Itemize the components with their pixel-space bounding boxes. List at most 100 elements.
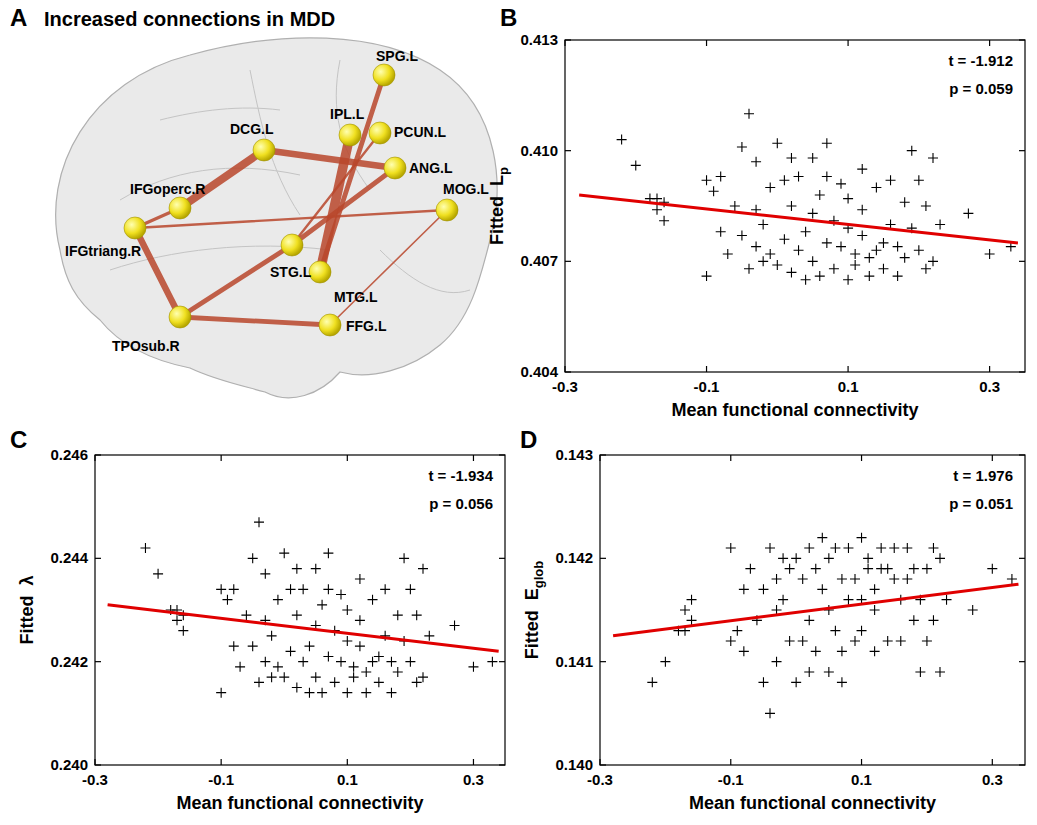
scatter-point [889,543,899,553]
y-tick-right [499,454,505,455]
x-tick [847,366,848,372]
y-tick [95,558,101,559]
scatter-point [811,564,821,574]
y-tick [600,558,606,559]
scatter-point [863,553,873,563]
scatter-point [794,171,804,181]
x-tick-top [989,40,990,46]
scatter-point [902,574,912,584]
x-tick-label: 0.3 [982,771,1003,788]
scatter-point [870,605,880,615]
scatter-point [791,553,801,563]
x-tick-label: -0.1 [694,378,720,395]
scatter-point [336,657,346,667]
y-tick-label: 0.142 [555,549,593,566]
scatter-point [286,584,296,594]
scatter-point [355,641,365,651]
scatter-point [758,584,768,594]
edge [292,168,395,245]
scatter-point [617,135,627,145]
scatter-point [900,253,910,263]
scatter-point [772,260,782,270]
scatter-point [716,171,726,181]
node-label: MTG.L [334,289,378,305]
edge [264,150,395,168]
scatter-point [928,615,938,625]
scatter-point [374,677,384,687]
x-tick [564,366,565,372]
scatter-point [829,264,839,274]
x-tick-label: 0.3 [463,771,484,788]
scatter-point [304,688,314,698]
scatter-point [216,688,226,698]
scatter-point [172,615,182,625]
scatter-point [857,205,867,215]
panel-a: AIncreased connections in MDDSPG.LIPL.LP… [10,4,497,398]
y-tick-label: 0.140 [555,756,593,773]
y-title-word: Fitted [522,610,542,659]
x-axis-title: Mean functional connectivity [176,793,423,813]
scatter-point [260,657,270,667]
scatter-point [450,621,460,631]
scatter-point [709,186,719,196]
y-tick-right [1019,764,1025,765]
scatter-point [935,667,945,677]
scatter-point [292,610,302,620]
scatter-point [418,564,428,574]
y-tick-label: 0.404 [520,363,558,380]
scatter-point [794,245,804,255]
y-tick-label: 0.413 [520,31,558,48]
node [309,261,331,283]
scatter-point [779,234,789,244]
scatter-point [737,142,747,152]
scatter-point [857,231,867,241]
scatter-point [772,574,782,584]
x-tick-top [706,40,707,46]
x-tick-label: -0.1 [718,771,744,788]
scatter-point [871,183,881,193]
scatter-point [804,615,814,625]
figure: AIncreased connections in MDDSPG.LIPL.LP… [0,0,1037,825]
annotation: p = 0.051 [949,495,1013,512]
scatter-point [893,242,903,252]
scatter-point [468,662,478,672]
scatter-point [836,179,846,189]
scatter-point [893,271,903,281]
node-label: MOG.L [443,181,489,197]
scatter-point [652,205,662,215]
node-label: FFG.L [346,318,387,334]
scatter-point [386,688,396,698]
scatter-point [889,574,899,584]
scatter-point [687,615,697,625]
y-tick [95,764,101,765]
scatter-point [751,157,761,167]
annotation: t = 1.976 [953,467,1013,484]
scatter-point [355,574,365,584]
scatter-point [279,672,289,682]
scatter-point [883,564,893,574]
scatter-point [909,564,919,574]
scatter-point [744,264,754,274]
scatter-point [914,245,924,255]
x-tick-label: 0.3 [979,378,1000,395]
scatter-point [260,569,270,579]
y-tick-right [499,558,505,559]
scatter-point [902,543,912,553]
y-tick-right [1019,558,1025,559]
y-tick-label: 0.240 [50,756,88,773]
scatter-point [311,672,321,682]
scatter-point [804,667,814,677]
scatter-point [864,271,874,281]
annotation: p = 0.056 [429,495,493,512]
node-label: SPG.L [376,48,418,64]
x-tick-top [599,455,600,461]
scatter-point [393,667,403,677]
plot-frame [95,455,505,765]
node [369,122,391,144]
scatter-point [886,175,896,185]
y-title-symbol: L [487,175,507,186]
panel-b: B-0.3-0.10.10.30.4040.4070.4100.413Mean … [487,4,1025,420]
panel-c: C-0.3-0.10.10.30.2400.2420.2440.246Mean … [10,426,505,813]
scatter-point [323,652,333,662]
scatter-point [342,605,352,615]
